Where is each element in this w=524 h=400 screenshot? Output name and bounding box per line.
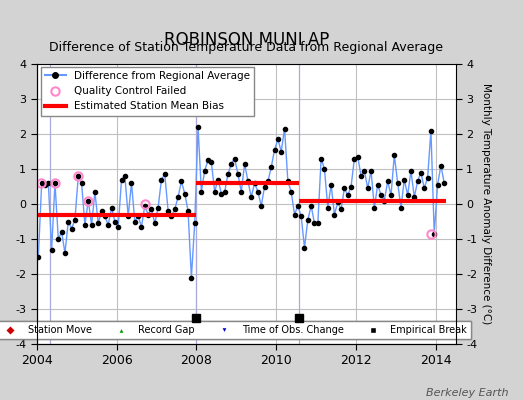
- Y-axis label: Monthly Temperature Anomaly Difference (°C): Monthly Temperature Anomaly Difference (…: [482, 83, 492, 325]
- Difference from Regional Average: [59, 230, 65, 234]
- Text: Difference of Station Temperature Data from Regional Average: Difference of Station Temperature Data f…: [49, 41, 443, 54]
- Difference from Regional Average: [218, 191, 224, 196]
- Text: Berkeley Earth: Berkeley Earth: [426, 388, 508, 398]
- Difference from Regional Average: [371, 205, 377, 210]
- Difference from Regional Average: [35, 254, 41, 259]
- Difference from Regional Average: [188, 275, 194, 280]
- Difference from Regional Average: [195, 125, 201, 130]
- Title: ROBINSON MUNI AP: ROBINSON MUNI AP: [163, 30, 329, 48]
- Difference from Regional Average: [75, 174, 81, 178]
- Legend: Station Move, Record Gap, Time of Obs. Change, Empirical Break: Station Move, Record Gap, Time of Obs. C…: [0, 321, 471, 339]
- Difference from Regional Average: [441, 181, 447, 186]
- Line: Difference from Regional Average: Difference from Regional Average: [36, 125, 446, 280]
- Difference from Regional Average: [82, 222, 88, 227]
- Difference from Regional Average: [151, 221, 158, 226]
